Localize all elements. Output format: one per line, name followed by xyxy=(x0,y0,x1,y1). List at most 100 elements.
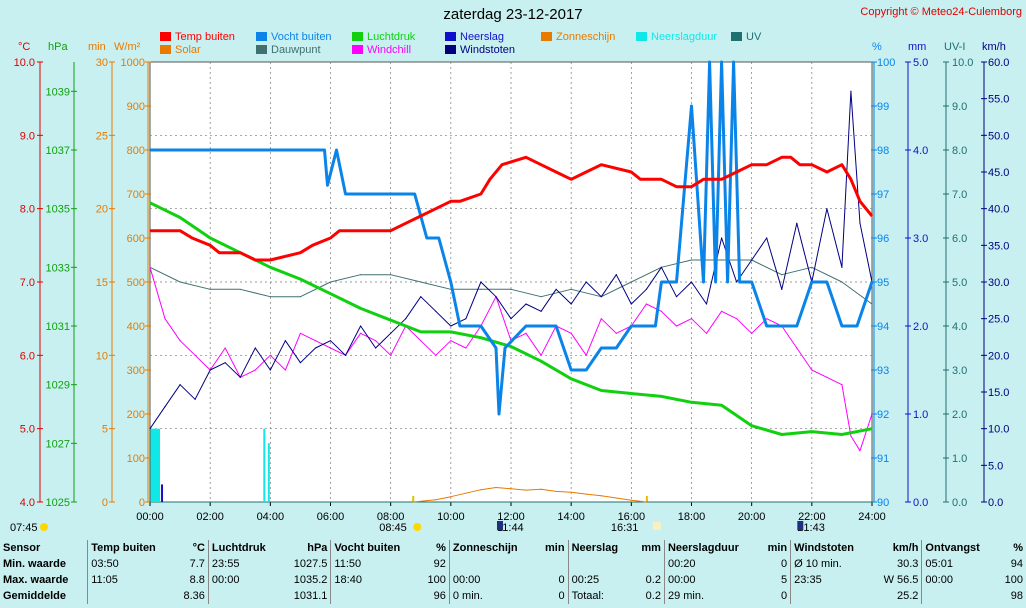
windchill-point xyxy=(435,354,437,356)
neerslagduur-bar xyxy=(150,428,153,502)
uv-axis-tick-label: 9.0 xyxy=(952,101,967,113)
stats-header-unit: min xyxy=(767,542,788,554)
stats-header: Zonneschijn xyxy=(448,540,537,556)
stats-cell-value: 100 xyxy=(1004,574,1023,586)
legend-item: Dauwpunt xyxy=(256,44,321,57)
windchill-point xyxy=(164,318,166,320)
wind-axis-tick-label: 40.0 xyxy=(988,204,1009,216)
humidity-axis-tick-label: 100 xyxy=(877,57,895,69)
stats-header: Luchtdruk xyxy=(207,540,282,556)
rain-axis-tick-label: 2.0 xyxy=(913,321,928,333)
humidity-axis-tick-label: 90 xyxy=(877,497,889,509)
time-tick-label: 08:00 xyxy=(377,511,405,523)
stats-header-unit: hPa xyxy=(307,542,328,554)
windchill-point xyxy=(850,435,852,437)
stats-cell-time xyxy=(207,588,282,604)
temp-buiten-point xyxy=(660,178,663,180)
uv-axis-unit: UV-I xyxy=(944,41,966,53)
windstoten-point xyxy=(525,303,527,305)
stats-row-label: Gemiddelde xyxy=(3,590,66,602)
legend-item: Windstoten xyxy=(445,44,515,57)
windstoten-point xyxy=(390,332,392,334)
legend-swatch xyxy=(445,32,456,41)
humidity-axis-tick-label: 97 xyxy=(877,189,889,201)
windchill-point xyxy=(269,354,271,356)
stats-header-unit: km/h xyxy=(892,542,919,554)
dauwpunt-point xyxy=(480,288,482,290)
temp-buiten-point xyxy=(299,252,302,254)
rain-axis-unit: mm xyxy=(908,41,927,53)
time-tick-label: 18:00 xyxy=(678,511,706,523)
temp-axis-tick-label: 6.0 xyxy=(20,350,35,362)
dauwpunt-point xyxy=(329,281,332,283)
vocht-buiten-point xyxy=(149,149,151,151)
legend-swatch xyxy=(731,32,742,41)
luchtdruk-point xyxy=(329,293,332,295)
stats-cell-value xyxy=(633,556,665,572)
stats-cell-time: 11:50 xyxy=(330,556,420,572)
stats-row-label: Max. waarde xyxy=(3,574,69,586)
legend-label: UV xyxy=(746,31,762,43)
dauwpunt-point xyxy=(179,281,181,283)
stats-cell-value: 8.8 xyxy=(189,574,205,586)
windchill-point xyxy=(329,347,332,349)
pressure-axis-tick-label: 1031 xyxy=(46,321,70,333)
windchill-point xyxy=(179,340,181,342)
windchill-point xyxy=(450,340,452,342)
vocht-buiten-point xyxy=(841,325,843,327)
windstoten-point xyxy=(435,310,437,312)
uv-point xyxy=(149,501,151,503)
uv-axis-tick-label: 4.0 xyxy=(952,321,967,333)
stats-row-label: Min. waarde xyxy=(3,558,66,570)
temp-axis-tick-label: 10.0 xyxy=(14,57,35,69)
solar-axis-unit: W/m² xyxy=(114,41,141,53)
dauwpunt-point xyxy=(239,288,241,290)
stats-header-unit: min xyxy=(545,542,565,554)
solar-point xyxy=(615,497,617,499)
time-tick-label: 14:00 xyxy=(557,511,585,523)
legend-label: Neerslagduur xyxy=(651,31,718,43)
stats-cell-time xyxy=(790,588,872,604)
temp-buiten-point xyxy=(179,230,181,232)
solar-axis-tick-label: 200 xyxy=(127,409,145,421)
stats-row: Max. waarde 11:05 8.8 00:00 1035.2 18:40 100 00… xyxy=(0,572,1026,588)
solar-point xyxy=(450,496,452,498)
luchtdruk-point xyxy=(359,307,362,309)
stats-header: Sensor xyxy=(3,542,41,554)
uv-axis-tick-label: 0.0 xyxy=(952,497,967,509)
luchtdruk-point xyxy=(600,389,602,392)
windstoten-line xyxy=(149,90,873,429)
neerslag-bar xyxy=(161,484,164,502)
temp-buiten-point xyxy=(359,230,362,232)
windstoten-point xyxy=(705,303,708,305)
stats-header: Neerslag xyxy=(567,540,633,556)
uv-point xyxy=(871,501,873,503)
solar-point xyxy=(525,489,527,491)
temp-axis-tick-label: 8.0 xyxy=(20,204,35,216)
vocht-buiten-point xyxy=(459,325,461,327)
windstoten-point xyxy=(344,354,347,356)
neerslagduur-bar xyxy=(263,428,266,502)
vocht-buiten-point xyxy=(733,61,735,63)
temp-buiten-point xyxy=(841,164,843,166)
legend-swatch xyxy=(541,32,552,41)
solar-point xyxy=(540,488,542,490)
neerslagduur-bar xyxy=(155,428,158,502)
chart-title: zaterdag 23-12-2017 xyxy=(443,6,583,23)
legend-item: Solar xyxy=(160,44,201,57)
stats-cell-value: 8.36 xyxy=(183,590,205,602)
temp-buiten-point xyxy=(540,164,542,166)
windstoten-point xyxy=(149,428,151,430)
solar-point xyxy=(555,490,557,493)
windstoten-point xyxy=(239,376,241,378)
legend-swatch xyxy=(256,45,267,54)
legend-label: Neerslag xyxy=(460,31,505,43)
temp-buiten-point xyxy=(811,164,813,166)
vocht-buiten-point xyxy=(796,325,798,327)
windchill-point xyxy=(299,332,302,334)
temp-buiten-point xyxy=(639,178,641,180)
windstoten-point xyxy=(781,288,783,290)
stats-cell-value: 94 xyxy=(1010,558,1023,570)
neerslagduur-bar xyxy=(158,428,161,502)
windchill-point xyxy=(705,332,708,334)
